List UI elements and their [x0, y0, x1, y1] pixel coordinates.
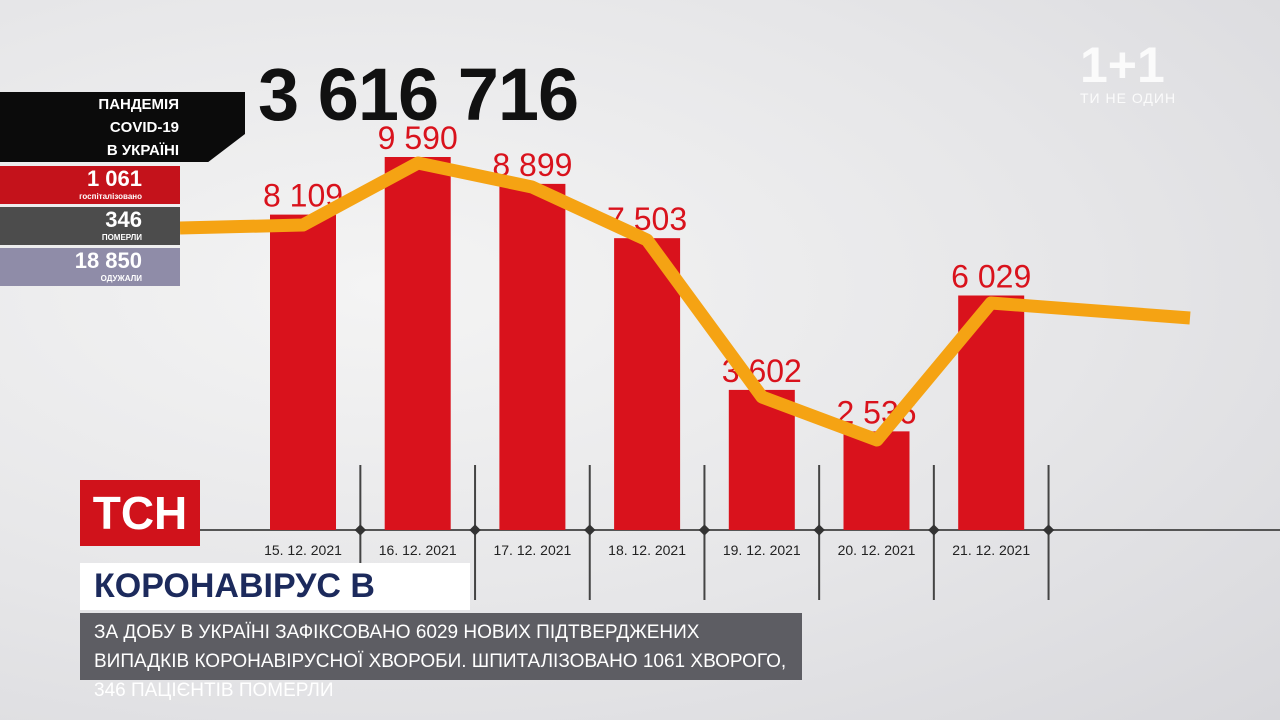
trend-line [179, 156, 1191, 447]
bar [843, 431, 910, 530]
value-label: 9 590 [378, 120, 458, 156]
stat-value: 346 [105, 207, 142, 232]
stat-label: госпіталізовано [79, 192, 142, 201]
separator-diamond [928, 524, 940, 536]
x-tick-label: 17. 12. 2021 [493, 542, 571, 558]
separator-diamond [813, 524, 825, 536]
total-cases: 3 616 716 [258, 53, 579, 136]
bar [384, 157, 451, 530]
separator-diamond [1042, 524, 1055, 536]
stat-recovered: 18 850 ОДУЖАЛИ [0, 248, 180, 286]
stat-value: 18 850 [74, 248, 142, 273]
x-tick-label: 18. 12. 2021 [608, 542, 686, 558]
stat-deaths: 346 ПОМЕРЛИ [0, 207, 180, 245]
headline: КОРОНАВІРУС В УКРАЇНІ [80, 563, 470, 652]
panel-title: ПАНДЕМІЯ COVID-19 В УКРАЇНІ [0, 92, 245, 162]
channel-slogan: ТИ НЕ ОДИН [1080, 90, 1177, 106]
panel-title-line: ПАНДЕМІЯ [98, 96, 179, 113]
bar [728, 389, 795, 530]
separator-diamond [584, 524, 596, 536]
separator-diamond [354, 524, 367, 536]
bar [499, 183, 566, 530]
x-tick-label: 19. 12. 2021 [723, 542, 801, 558]
ticker: ЗА ДОБУ В УКРАЇНІ ЗАФІКСОВАНО 6029 НОВИХ… [80, 613, 802, 701]
stat-label: ОДУЖАЛИ [100, 274, 142, 283]
x-tick-label: 21. 12. 2021 [952, 542, 1030, 558]
x-tick-label: 16. 12. 2021 [379, 542, 457, 558]
channel-logo: 1+1 [1080, 37, 1165, 93]
separator-diamond [469, 524, 481, 536]
x-tick-label: 20. 12. 2021 [838, 542, 916, 558]
stat-hospitalized: 1 061 госпіталізовано [0, 166, 180, 204]
stat-label: ПОМЕРЛИ [101, 233, 142, 242]
panel-title-line: COVID-19 [109, 119, 179, 136]
bar [614, 238, 681, 530]
panel-title-line: В УКРАЇНІ [106, 142, 179, 159]
value-label: 6 029 [951, 259, 1031, 295]
show-logo: ТСН [80, 480, 200, 546]
bar [270, 214, 336, 530]
x-tick-label: 15. 12. 2021 [264, 542, 342, 558]
separator-diamond [698, 524, 711, 536]
stat-value: 1 061 [86, 166, 142, 191]
